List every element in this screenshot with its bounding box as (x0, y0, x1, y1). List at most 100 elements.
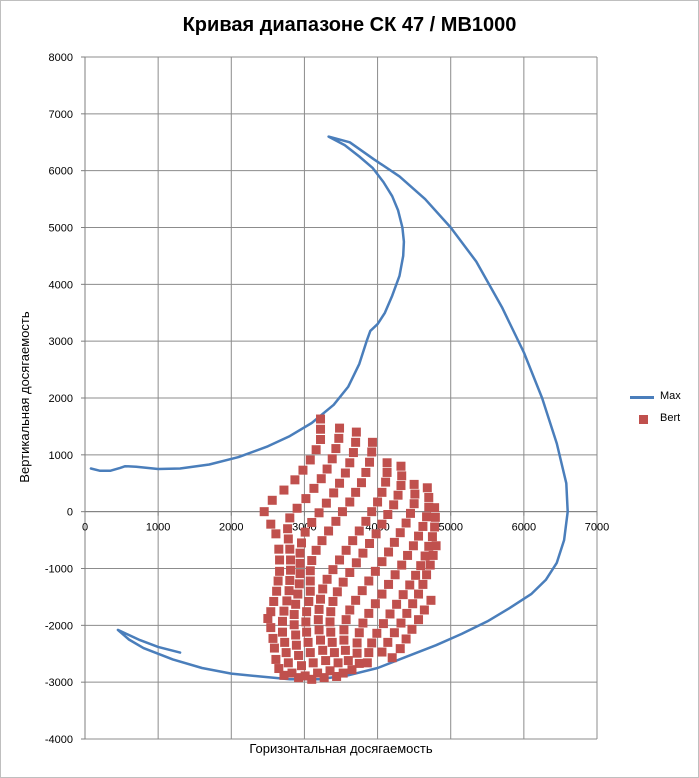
x-tick-label: 5000 (438, 522, 462, 534)
y-tick-label: 1000 (49, 450, 73, 462)
data-point-bert (277, 627, 287, 637)
data-point-bert (284, 586, 294, 596)
data-point-bert (316, 434, 326, 444)
tick-labels: 0 1000 2000 3000 4000 5000 6000 7000 -4000 -3000 -… (45, 52, 609, 746)
y-tick-label: 7000 (49, 109, 73, 121)
series-line-max (89, 135, 569, 681)
data-point-bert (295, 569, 305, 579)
data-point-bert (426, 595, 436, 605)
data-point-bert (266, 623, 276, 633)
data-point-bert (305, 648, 315, 658)
data-point-bert (351, 558, 361, 568)
data-point-bert (396, 481, 406, 491)
data-point-bert (269, 596, 279, 606)
data-point-bert (362, 658, 372, 668)
data-point-bert (339, 625, 349, 635)
data-point-bert (341, 615, 351, 625)
data-point-bert (390, 570, 400, 580)
data-point-bert (365, 457, 375, 467)
data-point-bert (277, 616, 287, 626)
data-point-bert (414, 531, 424, 541)
data-point-bert (318, 645, 328, 655)
data-point-bert (311, 545, 321, 555)
x-axis-label: Горизонтальная досягаемость (249, 741, 433, 756)
data-point-bert (361, 467, 371, 477)
data-point-bert (274, 664, 284, 674)
data-point-bert (345, 605, 355, 615)
data-point-bert (411, 570, 421, 580)
data-point-bert (422, 512, 432, 522)
data-point-bert (275, 566, 285, 576)
data-point-bert (300, 671, 310, 681)
data-point-bert (259, 507, 269, 517)
data-point-bert (332, 587, 342, 597)
data-point-bert (305, 455, 315, 465)
data-point-bert (318, 584, 328, 594)
data-point-bert (280, 637, 290, 647)
data-point-bert (371, 529, 381, 539)
data-point-bert (295, 558, 305, 568)
data-point-bert (377, 557, 387, 567)
data-point-bert (307, 674, 317, 684)
data-point-bert (425, 560, 435, 570)
data-point-bert (364, 608, 374, 618)
data-point-bert (326, 627, 336, 637)
data-point-bert (279, 606, 289, 616)
data-point-bert (383, 510, 393, 520)
data-point-bert (345, 458, 355, 468)
data-point-bert (397, 471, 407, 481)
data-point-bert (302, 607, 312, 617)
data-point-bert (348, 448, 358, 458)
data-point-bert (364, 576, 374, 586)
data-point-bert (347, 665, 357, 675)
data-point-bert (289, 620, 299, 630)
data-point-bert (382, 467, 392, 477)
data-point-bert (396, 461, 406, 471)
data-point-bert (356, 478, 366, 488)
data-point-bert (268, 633, 278, 643)
data-point-bert (326, 607, 336, 617)
data-point-bert (373, 497, 383, 507)
data-point-bert (405, 580, 415, 590)
data-point-bert (389, 500, 399, 510)
data-point-bert (422, 570, 432, 580)
data-point-bert (266, 519, 276, 529)
data-point-bert (384, 579, 394, 589)
x-tick-label: 1000 (146, 522, 170, 534)
data-point-bert (408, 599, 418, 609)
data-point-bert (370, 599, 380, 609)
data-point-bert (313, 615, 323, 625)
data-point-bert (387, 653, 397, 663)
data-point-bert (409, 499, 419, 509)
data-point-bert (345, 567, 355, 577)
legend-label-max: Max (660, 390, 681, 402)
y-axis-label: Вертикальная досягаемость (17, 311, 32, 483)
data-point-bert (405, 508, 415, 518)
data-point-bert (389, 537, 399, 547)
data-point-bert (305, 586, 315, 596)
data-point-bert (389, 628, 399, 638)
data-point-bert (316, 474, 326, 484)
data-point-bert (407, 624, 417, 634)
data-point-bert (286, 565, 296, 575)
data-point-bert (297, 661, 307, 671)
data-point-bert (328, 565, 338, 575)
data-point-bert (377, 487, 387, 497)
y-tick-label: -1000 (45, 564, 73, 576)
chart-title: Кривая диапазоне СК 47 / MB1000 (182, 14, 517, 36)
data-point-bert (351, 487, 361, 497)
data-point-bert (290, 475, 300, 485)
data-point-bert (307, 517, 317, 527)
data-point-bert (305, 566, 315, 576)
data-point-bert (335, 478, 345, 488)
y-tick-label: -3000 (45, 677, 73, 689)
grid-lines (84, 56, 598, 740)
data-point-bert (401, 634, 411, 644)
data-point-bert (408, 541, 418, 551)
data-point-bert (327, 637, 337, 647)
data-point-bert (365, 538, 375, 548)
data-point-bert (424, 541, 434, 551)
data-point-bert (282, 596, 292, 606)
data-point-bert (329, 648, 339, 658)
data-point-bert (286, 555, 296, 565)
